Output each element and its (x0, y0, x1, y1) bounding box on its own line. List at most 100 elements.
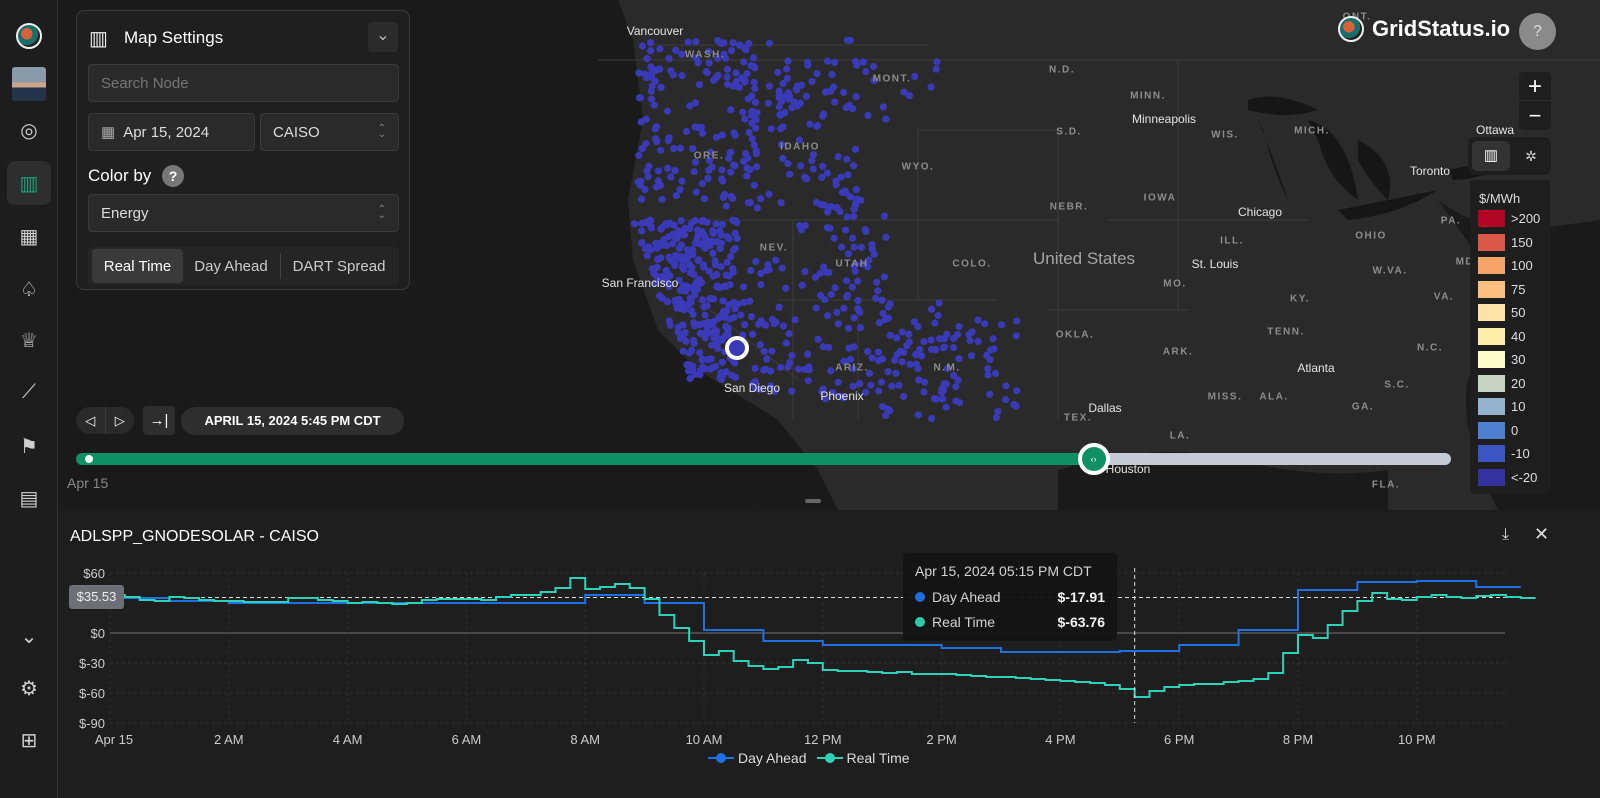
node-marker[interactable] (841, 226, 850, 234)
node-marker[interactable] (691, 99, 700, 107)
node-marker[interactable] (761, 321, 770, 329)
node-marker[interactable] (844, 324, 853, 332)
node-marker[interactable] (862, 67, 870, 76)
selected-node-marker[interactable] (725, 336, 749, 360)
node-marker[interactable] (992, 413, 1000, 422)
node-marker[interactable] (750, 78, 758, 86)
node-marker[interactable] (848, 283, 857, 291)
node-marker[interactable] (652, 183, 660, 191)
node-marker[interactable] (986, 390, 994, 398)
node-marker[interactable] (848, 234, 857, 242)
node-marker[interactable] (727, 46, 736, 55)
node-marker[interactable] (698, 228, 706, 236)
node-marker[interactable] (830, 234, 838, 242)
node-marker[interactable] (824, 208, 832, 216)
node-marker[interactable] (864, 347, 872, 356)
node-marker[interactable] (775, 303, 783, 311)
node-marker[interactable] (912, 360, 920, 368)
node-marker[interactable] (718, 166, 726, 174)
node-marker[interactable] (641, 185, 649, 194)
node-marker[interactable] (691, 158, 700, 166)
node-marker[interactable] (637, 239, 646, 247)
node-marker[interactable] (637, 118, 645, 126)
node-marker[interactable] (731, 244, 739, 253)
node-marker[interactable] (720, 50, 728, 58)
node-marker[interactable] (891, 356, 899, 364)
node-marker[interactable] (719, 297, 727, 305)
node-marker[interactable] (689, 336, 698, 344)
node-marker[interactable] (850, 262, 858, 270)
node-marker[interactable] (647, 47, 655, 55)
node-marker[interactable] (665, 219, 674, 227)
node-marker[interactable] (647, 95, 656, 103)
iso-select[interactable]: CAISO ⌃ ⌄ (260, 113, 399, 151)
node-marker[interactable] (672, 46, 680, 54)
node-marker[interactable] (877, 378, 886, 386)
node-marker[interactable] (658, 195, 666, 203)
node-marker[interactable] (667, 173, 675, 181)
node-marker[interactable] (684, 38, 692, 46)
node-marker[interactable] (886, 331, 894, 339)
node-marker[interactable] (812, 304, 820, 312)
node-marker[interactable] (763, 355, 771, 363)
node-marker[interactable] (657, 146, 665, 154)
node-marker[interactable] (955, 322, 963, 331)
node-marker[interactable] (992, 369, 1000, 377)
collapse-button[interactable]: ⌄ (368, 22, 398, 52)
node-marker[interactable] (900, 392, 908, 401)
node-marker[interactable] (1012, 402, 1020, 410)
node-marker[interactable] (788, 352, 796, 360)
node-marker[interactable] (856, 380, 864, 388)
node-marker[interactable] (1013, 317, 1021, 325)
node-marker[interactable] (915, 376, 923, 384)
node-marker[interactable] (734, 300, 742, 308)
node-marker[interactable] (874, 348, 883, 356)
node-marker[interactable] (893, 334, 901, 342)
mode-day-ahead[interactable]: Day Ahead (194, 257, 268, 275)
node-marker[interactable] (786, 92, 794, 101)
node-marker[interactable] (786, 170, 794, 178)
node-marker[interactable] (942, 380, 950, 388)
node-marker[interactable] (714, 36, 722, 45)
node-marker[interactable] (905, 92, 914, 100)
node-marker[interactable] (752, 124, 760, 132)
node-marker[interactable] (644, 172, 652, 181)
node-marker[interactable] (783, 74, 791, 82)
brand-logo[interactable]: GridStatus.io (1338, 16, 1510, 42)
node-marker[interactable] (882, 233, 890, 241)
node-marker[interactable] (939, 386, 948, 395)
node-marker[interactable] (843, 293, 851, 301)
node-marker[interactable] (712, 133, 721, 141)
node-marker[interactable] (740, 298, 748, 306)
node-marker[interactable] (819, 110, 828, 118)
sidebar-item-logo[interactable] (7, 14, 51, 58)
node-marker[interactable] (952, 397, 960, 405)
node-marker[interactable] (684, 252, 692, 260)
node-marker[interactable] (712, 327, 721, 335)
sidebar-item-leaderboard[interactable]: ♕ (7, 318, 51, 362)
node-marker[interactable] (689, 310, 697, 319)
node-marker[interactable] (651, 279, 660, 287)
node-marker[interactable] (939, 395, 947, 403)
node-marker[interactable] (630, 220, 639, 228)
node-marker[interactable] (708, 163, 716, 171)
node-marker[interactable] (671, 296, 679, 304)
node-marker[interactable] (712, 220, 720, 228)
node-marker[interactable] (831, 58, 839, 67)
node-marker[interactable] (849, 365, 857, 373)
node-marker[interactable] (663, 107, 672, 115)
node-marker[interactable] (882, 115, 890, 123)
node-marker[interactable] (676, 144, 684, 152)
node-marker[interactable] (667, 67, 675, 75)
node-marker[interactable] (851, 145, 860, 153)
node-marker[interactable] (854, 296, 862, 305)
mode-real-time[interactable]: Real Time (92, 249, 183, 283)
node-marker[interactable] (743, 69, 751, 78)
node-marker[interactable] (654, 255, 662, 264)
node-marker[interactable] (878, 296, 886, 304)
node-marker[interactable] (716, 244, 724, 253)
node-marker[interactable] (723, 65, 731, 73)
node-marker[interactable] (896, 347, 904, 355)
node-marker[interactable] (843, 213, 851, 221)
node-marker[interactable] (727, 192, 735, 200)
